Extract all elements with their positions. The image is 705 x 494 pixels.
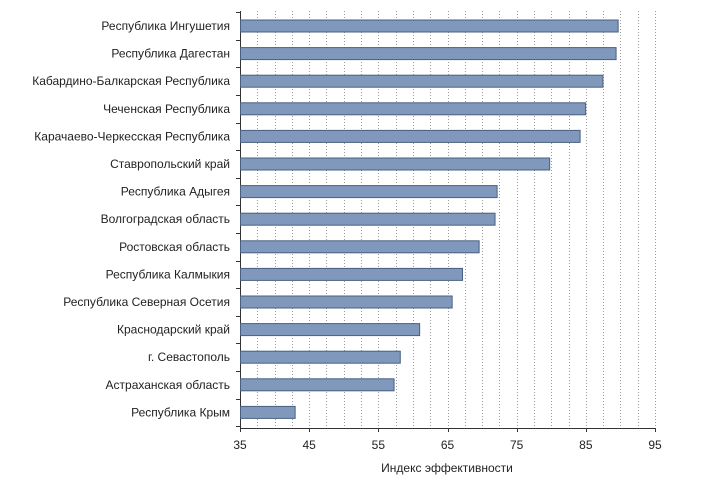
- x-tick-label: 75: [510, 438, 524, 452]
- category-labels: Республика Ингушетия Республика Дагестан К…: [32, 19, 230, 419]
- bar: [240, 185, 498, 199]
- bars: [240, 19, 619, 419]
- category-label: Карачаево-Черкесская Республика: [34, 129, 230, 143]
- category-label: Кабардино-Балкарская Республика: [32, 74, 230, 88]
- bar: [240, 405, 296, 419]
- bar: [240, 74, 604, 88]
- bar: [240, 19, 619, 33]
- x-tick-label: 35: [233, 438, 247, 452]
- x-tick-label: 55: [372, 438, 386, 452]
- category-label: Чеченская Республика: [103, 102, 230, 116]
- bar: [240, 378, 395, 392]
- x-tick-label: 95: [648, 438, 662, 452]
- bar: [240, 157, 551, 171]
- category-label: Ростовская область: [119, 240, 230, 254]
- category-label: Республика Калмыкия: [106, 267, 230, 281]
- x-axis-title: Индекс эффективности: [381, 461, 513, 475]
- category-label: Астраханская область: [106, 378, 230, 392]
- category-label: Ставропольский край: [110, 157, 230, 171]
- bar: [240, 212, 496, 226]
- x-tick-label: 45: [302, 438, 316, 452]
- bar: [240, 47, 617, 61]
- bar: [240, 102, 587, 116]
- bar: [240, 129, 581, 143]
- category-label: г. Севастополь: [148, 350, 230, 364]
- category-label: Республика Адыгея: [121, 185, 230, 199]
- category-label: Республика Дагестан: [111, 47, 230, 61]
- bar: [240, 267, 464, 281]
- x-tick-label: 65: [441, 438, 455, 452]
- bar: [240, 295, 453, 309]
- bar: [240, 240, 480, 254]
- category-label: Республика Крым: [131, 405, 230, 419]
- category-label: Республика Ингушетия: [101, 19, 230, 33]
- bar: [240, 350, 401, 364]
- category-label: Республика Северная Осетия: [63, 295, 230, 309]
- category-label: Волгоградская область: [101, 212, 230, 226]
- category-label: Краснодарский край: [117, 323, 230, 337]
- x-tick-labels: 35 45 55 65 75 85 95: [233, 428, 662, 452]
- bar: [240, 323, 421, 337]
- x-tick-label: 85: [579, 438, 593, 452]
